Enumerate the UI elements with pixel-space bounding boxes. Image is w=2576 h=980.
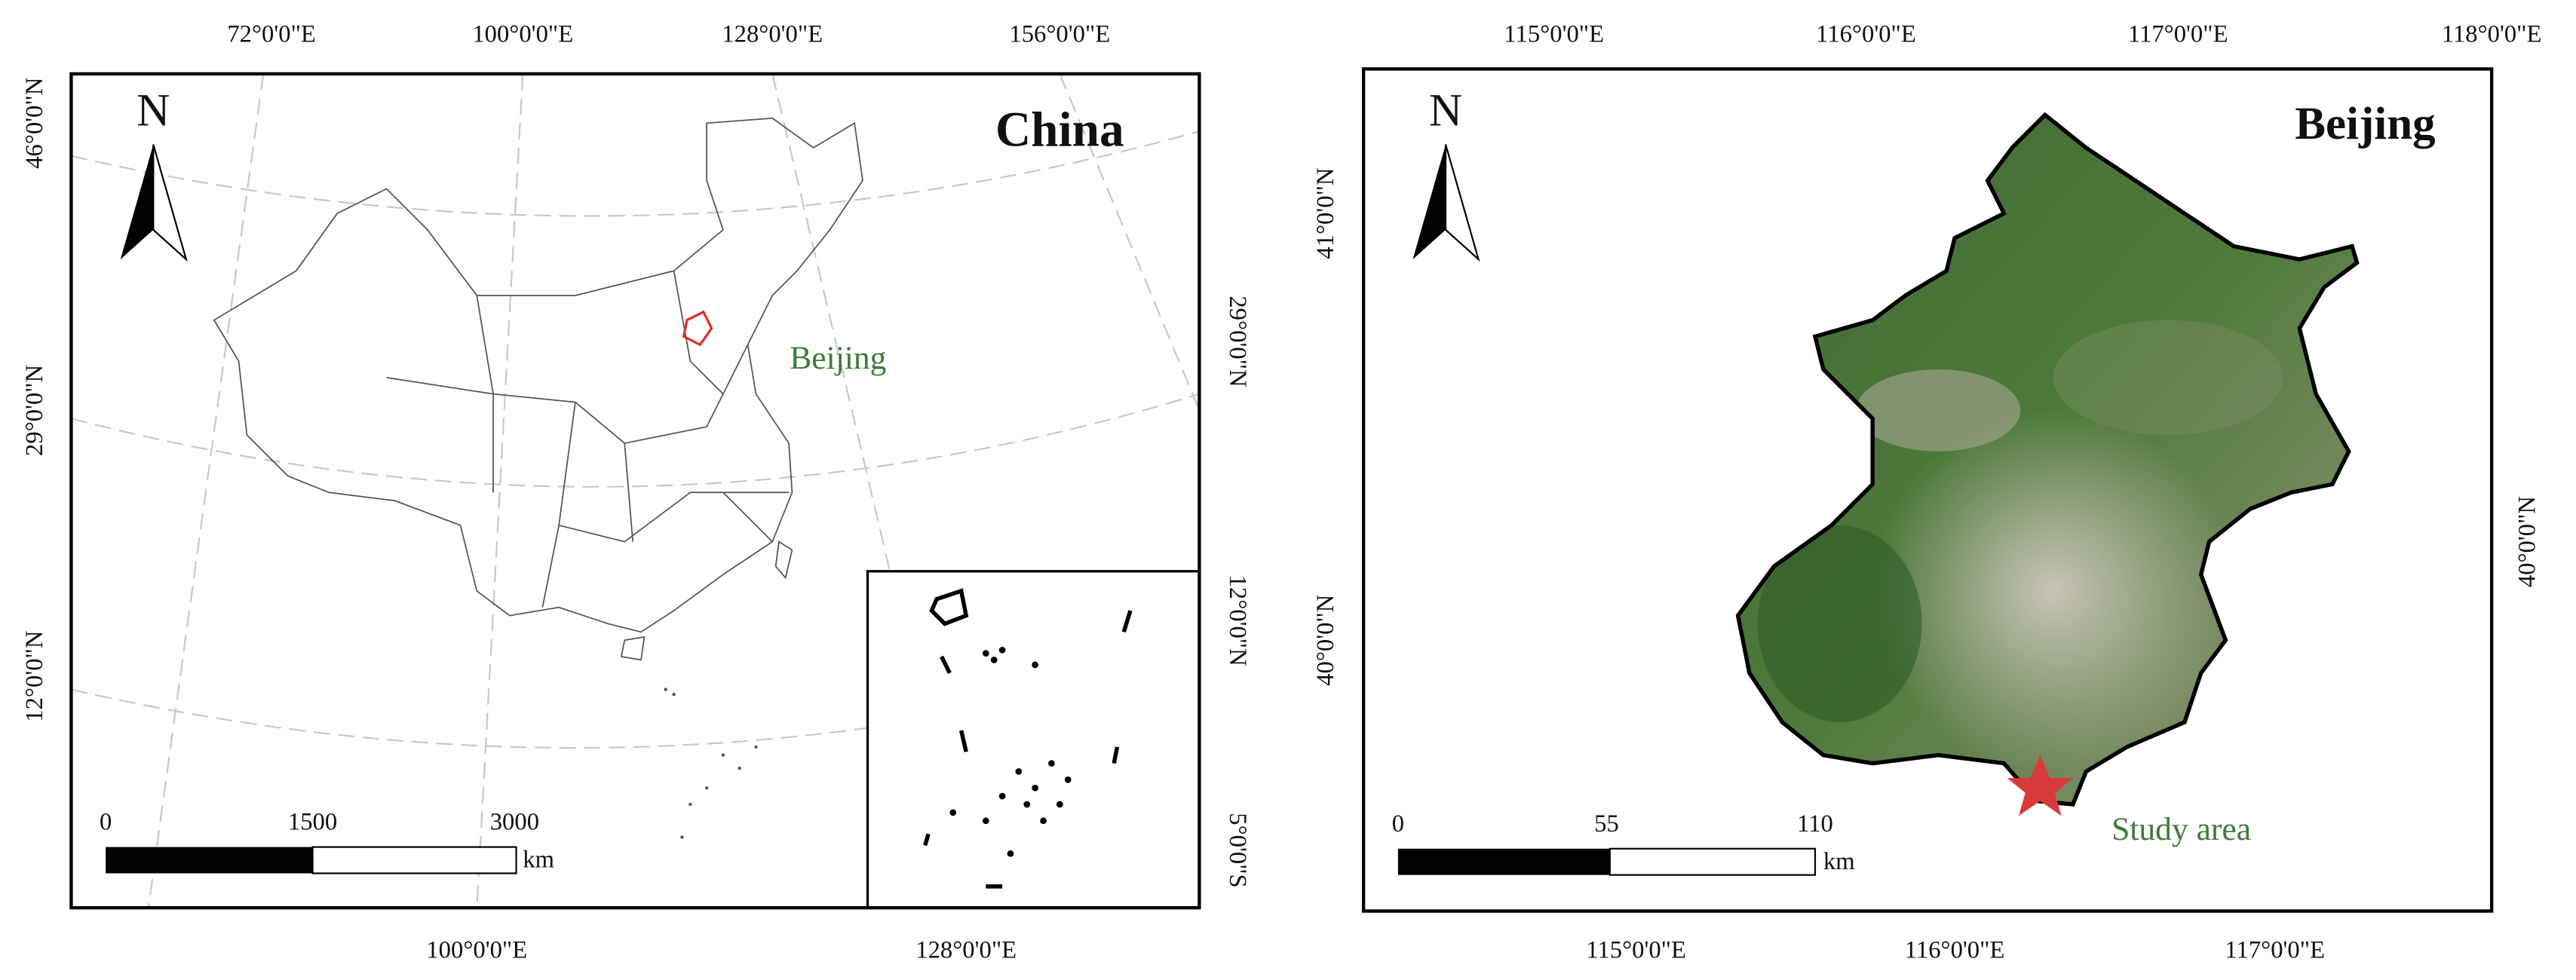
islands [664,688,758,839]
lon-label: 128°0'0"E [722,20,823,47]
lat-label: 41°0'0"N [1312,167,1339,259]
china-panel: N China Beijing 0 1500 3000 km 72°0'0"E … [21,20,1251,963]
map-title: Beijing [2295,99,2435,149]
lon-label: 156°0'0"E [1009,20,1110,47]
scale-label: 3000 [490,809,539,836]
lon-label: 116°0'0"E [1905,936,2005,963]
lat-label: 5°0'0"S [1224,813,1251,887]
lon-label: 117°0'0"E [2225,936,2325,963]
lon-label: 118°0'0"E [2442,20,2542,47]
taiwan [774,541,793,580]
scale-label: 0 [100,809,112,836]
scale-unit: km [1823,848,1855,875]
lon-label: 100°0'0"E [472,20,573,47]
north-letter: N [136,85,170,136]
site-label: Study area [2111,811,2251,847]
inset-box [866,570,1201,909]
lon-label: 72°0'0"E [227,20,316,47]
graticule [71,73,1201,908]
study-star [2007,755,2073,816]
lon-label: 115°0'0"E [1504,20,1604,47]
lon-label: 128°0'0"E [915,936,1017,963]
north-arrow [1444,144,1480,262]
scale-bar [106,847,313,874]
lat-label: 12°0'0"N [21,631,48,722]
lat-label: 46°0'0"N [21,78,48,169]
lon-label: 117°0'0"E [2128,20,2228,47]
scale-unit: km [523,847,554,874]
beijing-outline [682,310,713,347]
map-frame [69,72,1201,910]
city-label: Beijing [790,340,886,376]
scale-label: 110 [1797,810,1833,838]
scale-label: 1500 [288,809,337,836]
north-arrow [152,144,188,262]
beijing-panel: Study area Beijing N 0 55 110 km 115°0'0… [1312,20,2542,963]
lon-label: 115°0'0"E [1586,936,1686,963]
lat-label: 40°0'0"N [1312,595,1339,686]
lat-label: 12°0'0"N [1224,575,1251,666]
china-outline [213,117,863,633]
lon-label: 116°0'0"E [1816,20,1916,47]
lat-label: 29°0'0"N [21,365,48,456]
province-lines [386,271,790,608]
north-arrow [120,144,154,260]
lat-label: 29°0'0"N [1224,296,1251,387]
scale-bar [311,846,517,874]
lon-label: 100°0'0"E [426,936,527,963]
scale-bar [1608,847,1817,876]
north-letter: N [1429,85,1462,136]
map-title: China [995,103,1124,158]
inset-islands [923,588,1133,889]
hainan [620,635,646,661]
lat-label: 40°0'0"N [2514,496,2541,587]
scale-label: 55 [1594,810,1619,838]
scale-bar [1397,848,1610,875]
scale-label: 0 [1392,810,1404,838]
